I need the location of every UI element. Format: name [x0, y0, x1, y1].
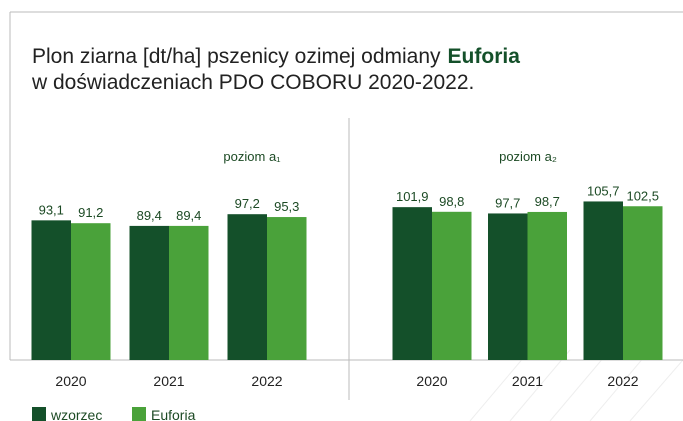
bar — [432, 211, 472, 360]
decor — [469, 349, 683, 421]
x-tick-label: 2021 — [153, 373, 184, 389]
value-label: 98,8 — [439, 194, 464, 209]
chart-title-line: w doświadczeniach PDO COBORU 2020-2022. — [31, 71, 474, 94]
value-label: 97,2 — [235, 196, 260, 211]
value-label: 93,1 — [39, 202, 64, 217]
bar — [583, 201, 623, 360]
bar — [488, 213, 528, 360]
value-label: 95,3 — [274, 199, 299, 214]
value-label: 102,5 — [626, 188, 659, 203]
legend-swatch — [132, 407, 146, 421]
legend-label: Euforia — [151, 407, 196, 421]
subtitle: poziom a₂ — [499, 149, 557, 164]
value-label: 98,7 — [535, 194, 560, 209]
bar — [129, 225, 169, 360]
value-label: 89,4 — [176, 208, 201, 223]
value-label: 101,9 — [396, 189, 429, 204]
x-tick-label: 2021 — [512, 373, 543, 389]
bar — [267, 217, 307, 360]
bar — [227, 214, 267, 360]
value-label: 89,4 — [137, 208, 162, 223]
bar — [527, 211, 567, 360]
bar — [31, 220, 71, 360]
value-label: 105,7 — [587, 183, 620, 198]
title-bold: Euforia — [448, 45, 521, 68]
x-tick-label: 2022 — [251, 373, 282, 389]
x-tick-label: 2020 — [55, 373, 86, 389]
bar — [392, 207, 432, 360]
value-label: 91,2 — [78, 205, 103, 220]
x-tick-label: 2020 — [416, 373, 447, 389]
legend-label: wzorzec — [50, 407, 102, 421]
legend-swatch — [32, 407, 46, 421]
x-tick-label: 2022 — [607, 373, 638, 389]
chart-title: Plon ziarna [dt/ha] pszenicy ozimej odmi… — [32, 45, 520, 68]
bar — [71, 223, 111, 360]
subtitle: poziom a₁ — [223, 149, 281, 164]
value-label: 97,7 — [495, 195, 520, 210]
bar — [169, 225, 209, 360]
bar — [623, 206, 663, 360]
title-text: Plon ziarna [dt/ha] pszenicy ozimej odmi… — [32, 45, 441, 68]
